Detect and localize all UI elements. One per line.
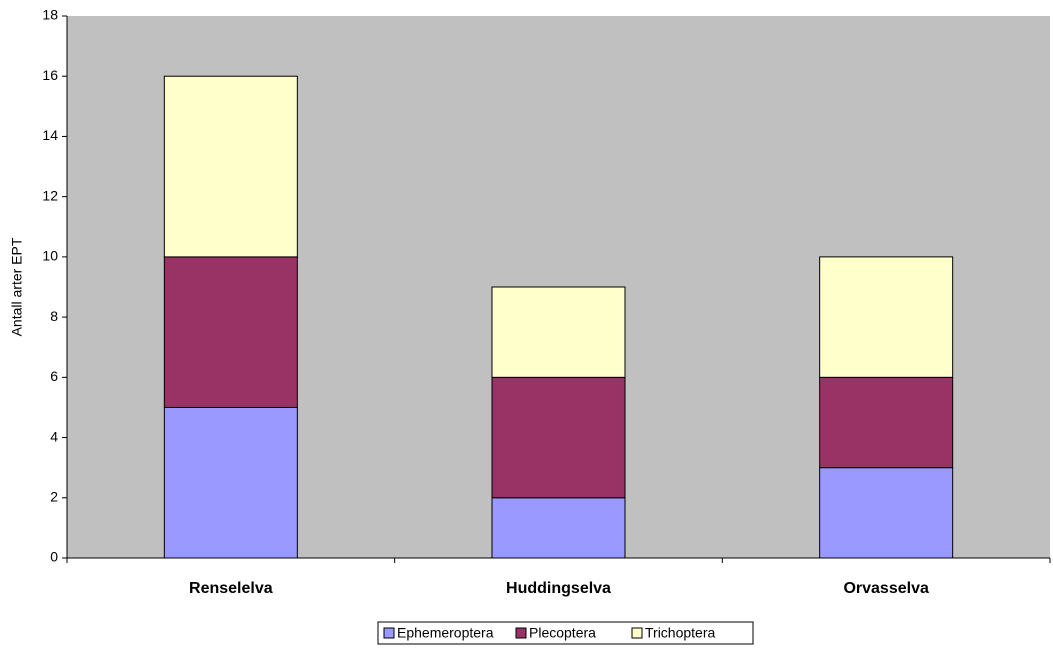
legend-box <box>377 621 754 645</box>
legend-label: Plecoptera <box>529 625 596 641</box>
legend-swatch <box>383 627 395 639</box>
bar-segment <box>819 467 954 559</box>
y-axis-label: Antall arter EPT <box>9 237 25 336</box>
bar-segment <box>163 256 298 408</box>
x-tick-label: Huddingselva <box>506 580 611 597</box>
bar-segment <box>491 286 626 378</box>
bar-segment <box>491 497 626 559</box>
y-tick-label: 6 <box>50 368 58 384</box>
bar-segment <box>491 376 626 499</box>
legend-swatch <box>515 627 527 639</box>
y-tick-label: 2 <box>50 488 58 504</box>
y-tick-label: 18 <box>42 7 58 23</box>
y-tick-label: 16 <box>42 67 58 83</box>
y-tick-label: 12 <box>42 187 58 203</box>
y-tick-label: 14 <box>42 127 58 143</box>
y-tick-label: 4 <box>50 428 58 444</box>
legend-swatch <box>631 627 643 639</box>
bar-segment <box>819 256 954 378</box>
bar-segment <box>163 406 298 559</box>
legend-label: Ephemeroptera <box>397 625 494 641</box>
y-tick-label: 0 <box>50 549 58 565</box>
x-tick-label: Orvasselva <box>843 580 929 597</box>
legend-label: Trichoptera <box>645 625 716 641</box>
bar-segment <box>163 75 298 258</box>
y-tick-label: 10 <box>42 248 58 264</box>
bar-segment <box>819 376 954 469</box>
x-tick-label: Renselelva <box>189 580 273 597</box>
y-tick-label: 8 <box>50 308 58 324</box>
